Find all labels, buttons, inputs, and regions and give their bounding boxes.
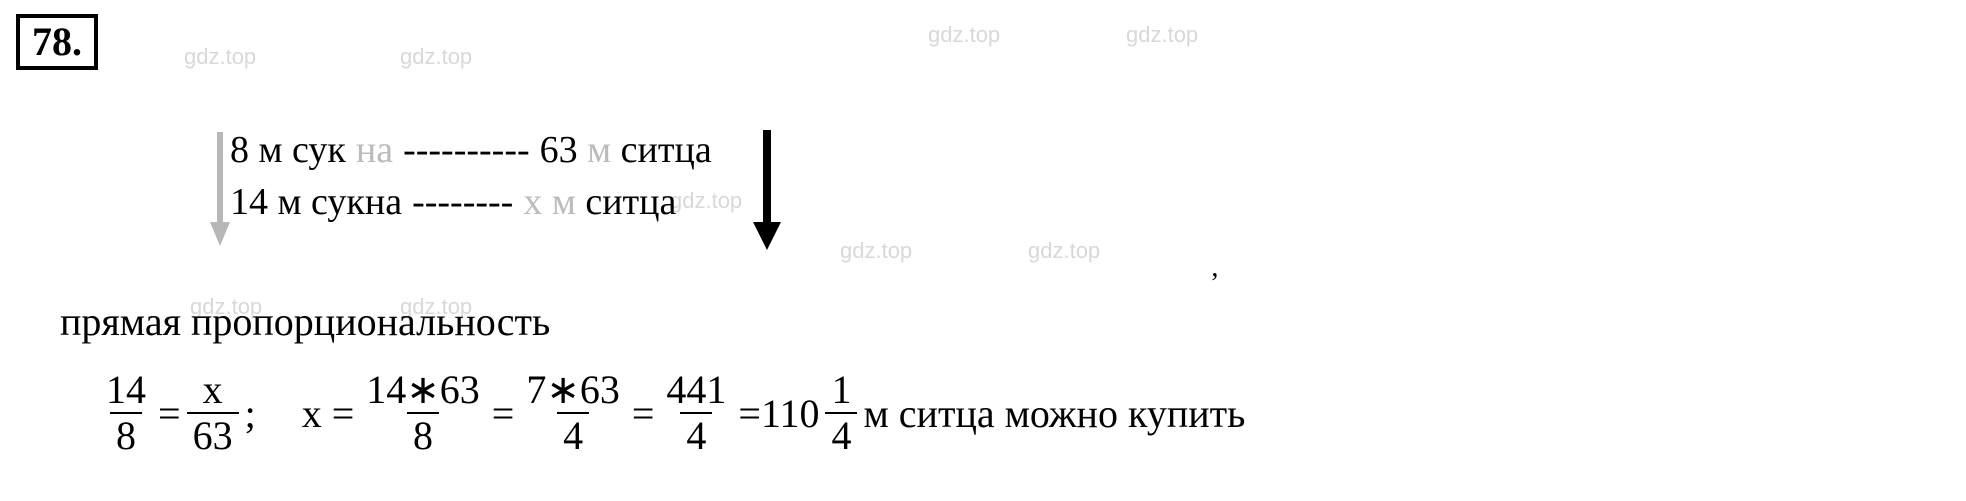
- row2-dashes: --------: [412, 180, 513, 224]
- row2-right-faded: х м: [523, 181, 576, 223]
- mixed-den: 4: [825, 412, 857, 456]
- proportion-row-2: 14 м сукна -------- х м ситца: [230, 180, 712, 224]
- problem-number: 78.: [32, 19, 82, 64]
- f3-num: 14∗63: [360, 370, 486, 412]
- row2-right-tail: ситца: [576, 181, 677, 223]
- eq-sign-4: =: [738, 390, 761, 437]
- mixed-number: 110 1 4: [761, 370, 864, 456]
- f4-num: 7∗63: [520, 370, 626, 412]
- equation-row: 14 8 = x 63 ; x = 14∗63 8 = 7∗63 4 = 441…: [94, 370, 1245, 456]
- watermark-text: gdz.top: [1126, 22, 1198, 48]
- row1-right-faded: м: [587, 129, 611, 171]
- mixed-whole: 110: [761, 390, 820, 437]
- row1-right-val: 63: [540, 129, 588, 171]
- proportion-block: 8 м сукна ---------- 63 м ситца 14 м сук…: [230, 128, 712, 232]
- fraction-2: x 63: [187, 370, 239, 456]
- arrow-right-icon: [750, 128, 784, 252]
- f1-num: 14: [100, 370, 152, 412]
- f4-den: 4: [557, 412, 589, 456]
- watermark-text: gdz.top: [184, 44, 256, 70]
- f5-num: 441: [660, 370, 732, 412]
- fraction-4: 7∗63 4: [520, 370, 626, 456]
- problem-number-box: 78.: [16, 14, 98, 70]
- f3-den: 8: [407, 412, 439, 456]
- watermark-text: gdz.top: [928, 22, 1000, 48]
- proportion-row-1: 8 м сукна ---------- 63 м ситца: [230, 128, 712, 172]
- mixed-frac: 1 4: [825, 370, 857, 456]
- x-equals: x =: [302, 390, 355, 437]
- f2-den: 63: [187, 412, 239, 456]
- fraction-3: 14∗63 8: [360, 370, 486, 456]
- eq-sign-3: =: [632, 390, 655, 437]
- proportionality-label: прямая пропорциональность: [60, 298, 550, 345]
- stray-mark: ’: [1210, 268, 1219, 300]
- row1-left-faded: на: [356, 128, 393, 172]
- equation-tail: м ситца можно купить: [863, 390, 1245, 437]
- row2-left: 14 м сукна: [230, 180, 402, 224]
- mixed-num: 1: [825, 370, 857, 412]
- semicolon: ;: [245, 390, 256, 437]
- f2-num: x: [197, 370, 229, 412]
- fraction-5: 441 4: [660, 370, 732, 456]
- eq-sign-1: =: [158, 390, 181, 437]
- watermark-text: gdz.top: [400, 44, 472, 70]
- row1-right-tail: ситца: [611, 129, 712, 171]
- f5-den: 4: [680, 412, 712, 456]
- watermark-text: gdz.top: [840, 238, 912, 264]
- row1-dashes: ----------: [403, 128, 530, 172]
- fraction-1: 14 8: [100, 370, 152, 456]
- row1-left: 8 м сук: [230, 128, 346, 172]
- f1-den: 8: [110, 412, 142, 456]
- eq-sign-2: =: [492, 390, 515, 437]
- watermark-text: gdz.top: [1028, 238, 1100, 264]
